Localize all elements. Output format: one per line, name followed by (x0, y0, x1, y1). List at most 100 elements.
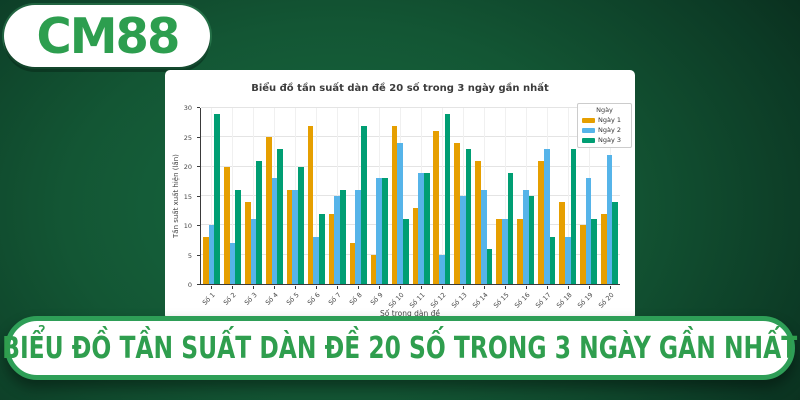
bar-số-6-ngày-1 (307, 125, 314, 284)
bar-số-10-ngày-2 (397, 143, 403, 284)
bar-số-4-ngày-1 (265, 137, 272, 284)
bar-số-5-ngày-1 (286, 190, 293, 284)
site-logo[interactable]: CM88 (4, 5, 210, 67)
gridline (253, 108, 255, 284)
bar-group-16 (515, 108, 536, 284)
bar-số-18-ngày-2 (564, 237, 571, 284)
x-tick-mark (525, 286, 527, 289)
bar-số-16-ngày-2 (522, 190, 529, 284)
bar-số-14-ngày-2 (481, 190, 487, 284)
bar-group-11 (411, 108, 432, 284)
x-tick-mark (231, 286, 233, 289)
bar-số-2-ngày-1 (223, 166, 230, 284)
bar-group-2 (222, 108, 243, 284)
x-tick-mark (294, 286, 296, 289)
bar-số-3-ngày-2 (250, 219, 257, 284)
bar-số-8-ngày-2 (355, 190, 361, 284)
x-tick-mark (462, 286, 464, 289)
y-tick-mark (197, 284, 200, 285)
legend-label: Ngày 2 (598, 126, 622, 134)
bar-số-15-ngày-2 (501, 219, 508, 284)
bar-số-14-ngày-3 (486, 248, 493, 284)
bar-số-17-ngày-2 (543, 149, 550, 284)
y-tick-mark (197, 136, 200, 138)
x-tick-mark (357, 286, 359, 289)
y-tick-label: 15 (183, 192, 192, 201)
y-tick-mark (197, 225, 200, 226)
bar-số-7-ngày-3 (340, 190, 346, 284)
bar-số-11-ngày-1 (412, 207, 419, 284)
x-tick-mark (378, 286, 380, 289)
bottom-banner-text: BIỂU ĐỒ TẦN SUẤT DÀN ĐỀ 20 SỐ TRONG 3 NG… (2, 330, 798, 366)
x-tick-mark (399, 286, 401, 289)
gridline (567, 108, 569, 284)
bar-group-5 (285, 108, 306, 284)
bar-số-18-ngày-1 (559, 201, 565, 284)
x-axis-ticks: Số 1 Số 2 Số 3 Số 4 Số 5 Số 6 Số 7 Số 8 Số 9 Số 1… (200, 286, 620, 312)
x-tick-mark (483, 286, 485, 289)
bar-số-13-ngày-2 (460, 196, 466, 284)
chart-title: Biểu đồ tần suất dàn đề 20 số trong 3 ng… (251, 83, 549, 94)
gridline (316, 108, 318, 284)
chart-legend: Ngày Ngày 1 Ngày 2 Ngày 3 (577, 103, 632, 148)
bar-số-12-ngày-3 (444, 113, 451, 284)
bar-group-15 (494, 108, 515, 284)
bar-số-18-ngày-3 (570, 149, 577, 284)
y-tick-label: 5 (187, 251, 192, 260)
legend-entries: Ngày 1 Ngày 2 Ngày 3 (582, 116, 627, 144)
x-tick-mark (588, 286, 590, 289)
bars-row (201, 108, 620, 284)
legend-label: Ngày 1 (598, 116, 622, 124)
bar-số-10-ngày-3 (402, 219, 409, 284)
y-tick-mark (197, 254, 200, 256)
bar-số-19-ngày-3 (591, 219, 598, 284)
bar-group-8 (348, 108, 369, 284)
y-tick-mark (197, 107, 200, 108)
bar-số-15-ngày-1 (496, 219, 502, 284)
bar-số-15-ngày-3 (507, 172, 514, 284)
bar-số-3-ngày-1 (244, 201, 251, 284)
bar-số-7-ngày-1 (328, 213, 335, 284)
bar-group-9 (369, 108, 390, 284)
bottom-banner: BIỂU ĐỒ TẦN SUẤT DÀN ĐỀ 20 SỐ TRONG 3 NG… (2, 316, 798, 380)
x-tick-mark (546, 286, 548, 289)
bar-group-12 (431, 108, 452, 284)
x-tick-mark (252, 286, 254, 289)
plot-area (200, 107, 620, 285)
y-tick-mark (197, 166, 200, 167)
bar-số-14-ngày-1 (475, 160, 482, 284)
y-tick-label: 0 (187, 281, 192, 289)
bar-group-7 (327, 108, 348, 284)
chart-card: Biểu đồ tần suất dàn đề 20 số trong 3 ng… (165, 70, 635, 320)
bar-số-6-ngày-3 (319, 213, 325, 284)
bar-số-16-ngày-3 (528, 196, 535, 284)
site-logo-text: CM88 (35, 7, 180, 65)
bar-số-6-ngày-2 (313, 237, 320, 284)
bar-group-20 (599, 108, 620, 284)
bar-số-20-ngày-2 (606, 154, 613, 284)
legend-title: Ngày (596, 106, 613, 114)
bar-số-12-ngày-2 (439, 254, 445, 284)
bar-số-16-ngày-1 (517, 219, 523, 284)
bar-group-3 (243, 108, 264, 284)
bar-số-2-ngày-2 (229, 242, 236, 284)
bar-số-13-ngày-3 (465, 149, 472, 284)
y-tick-label: 25 (183, 133, 192, 142)
legend-entry: Ngày 2 (582, 126, 627, 134)
x-tick-mark (315, 286, 317, 289)
bar-group-18 (557, 108, 578, 284)
bar-số-4-ngày-3 (277, 149, 283, 284)
bar-group-19 (578, 108, 599, 284)
bar-số-2-ngày-3 (235, 190, 241, 284)
bar-số-5-ngày-2 (292, 190, 299, 284)
bar-group-4 (264, 108, 285, 284)
gridline (201, 165, 620, 167)
bar-group-6 (306, 108, 327, 284)
legend-swatch-icon (582, 137, 595, 143)
bar-số-19-ngày-2 (585, 178, 592, 284)
bar-số-8-ngày-1 (349, 242, 356, 284)
bar-group-1 (201, 108, 222, 284)
x-tick-mark (441, 286, 443, 289)
bar-số-12-ngày-1 (433, 131, 440, 284)
